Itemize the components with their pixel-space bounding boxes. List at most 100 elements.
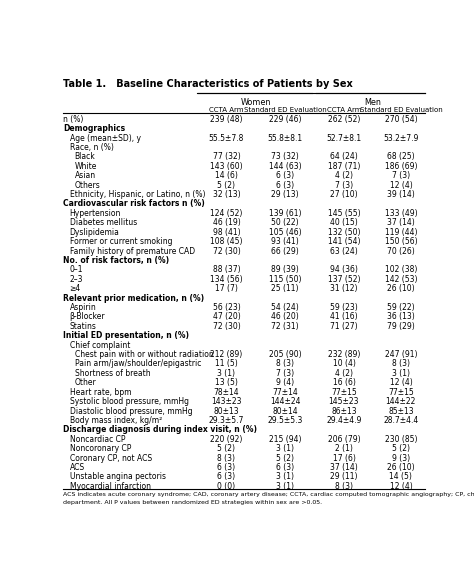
Text: Hypertension: Hypertension [70,209,121,218]
Text: Ethnicity, Hispanic, or Latino, n (%): Ethnicity, Hispanic, or Latino, n (%) [70,190,205,199]
Text: Women: Women [241,98,271,108]
Text: 143 (60): 143 (60) [210,162,243,171]
Text: 72 (31): 72 (31) [271,322,299,331]
Text: 144±24: 144±24 [270,397,301,406]
Text: 25 (11): 25 (11) [272,284,299,293]
Text: 2 (1): 2 (1) [335,444,353,453]
Text: Relevant prior medication, n (%): Relevant prior medication, n (%) [63,294,204,303]
Text: 6 (3): 6 (3) [218,463,236,472]
Text: Men: Men [364,98,381,108]
Text: 145±23: 145±23 [328,397,359,406]
Text: 37 (14): 37 (14) [330,463,358,472]
Text: 77 (32): 77 (32) [212,153,240,161]
Text: 98 (41): 98 (41) [212,228,240,237]
Text: 89 (39): 89 (39) [271,265,299,275]
Text: 29.4±4.9: 29.4±4.9 [326,416,362,425]
Text: 54 (24): 54 (24) [271,303,299,312]
Text: 40 (15): 40 (15) [330,218,358,227]
Text: 8 (3): 8 (3) [335,482,353,491]
Text: ≥4: ≥4 [70,284,81,293]
Text: Initial ED presentation, n (%): Initial ED presentation, n (%) [63,331,189,340]
Text: 88 (37): 88 (37) [212,265,240,275]
Text: 3 (1): 3 (1) [276,482,294,491]
Text: Dyslipidemia: Dyslipidemia [70,228,119,237]
Text: 6 (3): 6 (3) [276,463,294,472]
Text: 46 (19): 46 (19) [212,218,240,227]
Text: 115 (50): 115 (50) [269,275,301,284]
Text: 270 (54): 270 (54) [384,115,417,124]
Text: Standard ED Evaluation: Standard ED Evaluation [359,107,442,113]
Text: 32 (13): 32 (13) [212,190,240,199]
Text: 3 (1): 3 (1) [276,444,294,453]
Text: 29 (13): 29 (13) [271,190,299,199]
Text: Pain arm/jaw/shoulder/epigastric: Pain arm/jaw/shoulder/epigastric [75,360,201,369]
Text: Black: Black [75,153,95,161]
Text: 8 (3): 8 (3) [276,360,294,369]
Text: 29 (11): 29 (11) [330,472,358,481]
Text: 229 (46): 229 (46) [269,115,301,124]
Text: 144±22: 144±22 [386,397,416,406]
Text: 63 (24): 63 (24) [330,247,358,255]
Text: Age (mean±SD), y: Age (mean±SD), y [70,134,140,143]
Text: Cardiovascular risk factors n (%): Cardiovascular risk factors n (%) [63,199,205,209]
Text: 142 (53): 142 (53) [384,275,417,284]
Text: 5 (2): 5 (2) [276,454,294,462]
Text: 150 (56): 150 (56) [384,237,417,246]
Text: 13 (5): 13 (5) [215,379,238,387]
Text: 9 (3): 9 (3) [392,454,410,462]
Text: 12 (4): 12 (4) [390,181,412,190]
Text: Chest pain with or without radiation: Chest pain with or without radiation [75,350,213,359]
Text: 52.7±8.1: 52.7±8.1 [327,134,362,143]
Text: 8 (3): 8 (3) [392,360,410,369]
Text: Systolic blood pressure, mmHg: Systolic blood pressure, mmHg [70,397,189,406]
Text: 94 (36): 94 (36) [330,265,358,275]
Text: Unstable angina pectoris: Unstable angina pectoris [70,472,165,481]
Text: 0–1: 0–1 [70,265,83,275]
Text: 105 (46): 105 (46) [269,228,301,237]
Text: ACS: ACS [70,463,85,472]
Text: 27 (10): 27 (10) [330,190,358,199]
Text: 79 (29): 79 (29) [387,322,415,331]
Text: 14 (5): 14 (5) [390,472,412,481]
Text: 70 (26): 70 (26) [387,247,415,255]
Text: Other: Other [75,379,96,387]
Text: 102 (38): 102 (38) [385,265,417,275]
Text: 68 (25): 68 (25) [387,153,415,161]
Text: 80±14: 80±14 [273,406,298,416]
Text: 14 (6): 14 (6) [215,171,238,180]
Text: Table 1.   Baseline Characteristics of Patients by Sex: Table 1. Baseline Characteristics of Pat… [63,79,353,89]
Text: 66 (29): 66 (29) [271,247,299,255]
Text: 133 (49): 133 (49) [384,209,417,218]
Text: 3 (1): 3 (1) [276,472,294,481]
Text: 5 (2): 5 (2) [392,444,410,453]
Text: ACS indicates acute coronary syndrome; CAD, coronary artery disease; CCTA, cardi: ACS indicates acute coronary syndrome; C… [63,492,474,497]
Text: 186 (69): 186 (69) [384,162,417,171]
Text: 6 (3): 6 (3) [276,171,294,180]
Text: 6 (3): 6 (3) [276,181,294,190]
Text: 17 (6): 17 (6) [332,454,356,462]
Text: 80±13: 80±13 [214,406,239,416]
Text: 36 (13): 36 (13) [387,313,415,321]
Text: Shortness of breath: Shortness of breath [75,369,150,378]
Text: CCTA Arm: CCTA Arm [209,107,244,113]
Text: White: White [75,162,97,171]
Text: Family history of premature CAD: Family history of premature CAD [70,247,195,255]
Text: 59 (23): 59 (23) [330,303,358,312]
Text: 71 (27): 71 (27) [330,322,358,331]
Text: 11 (5): 11 (5) [215,360,238,369]
Text: Chief complaint: Chief complaint [70,340,130,350]
Text: 205 (90): 205 (90) [269,350,301,359]
Text: Aspirin: Aspirin [70,303,96,312]
Text: Body mass index, kg/m²: Body mass index, kg/m² [70,416,162,425]
Text: Standard ED Evaluation: Standard ED Evaluation [244,107,327,113]
Text: 85±13: 85±13 [388,406,414,416]
Text: Diabetes mellitus: Diabetes mellitus [70,218,137,227]
Text: Coronary CP, not ACS: Coronary CP, not ACS [70,454,152,462]
Text: 29.5±5.3: 29.5±5.3 [267,416,303,425]
Text: Noncoronary CP: Noncoronary CP [70,444,131,453]
Text: 93 (41): 93 (41) [271,237,299,246]
Text: 215 (94): 215 (94) [269,435,301,444]
Text: CCTA Arm: CCTA Arm [327,107,361,113]
Text: 29.3±5.7: 29.3±5.7 [209,416,244,425]
Text: 28.7±4.4: 28.7±4.4 [383,416,419,425]
